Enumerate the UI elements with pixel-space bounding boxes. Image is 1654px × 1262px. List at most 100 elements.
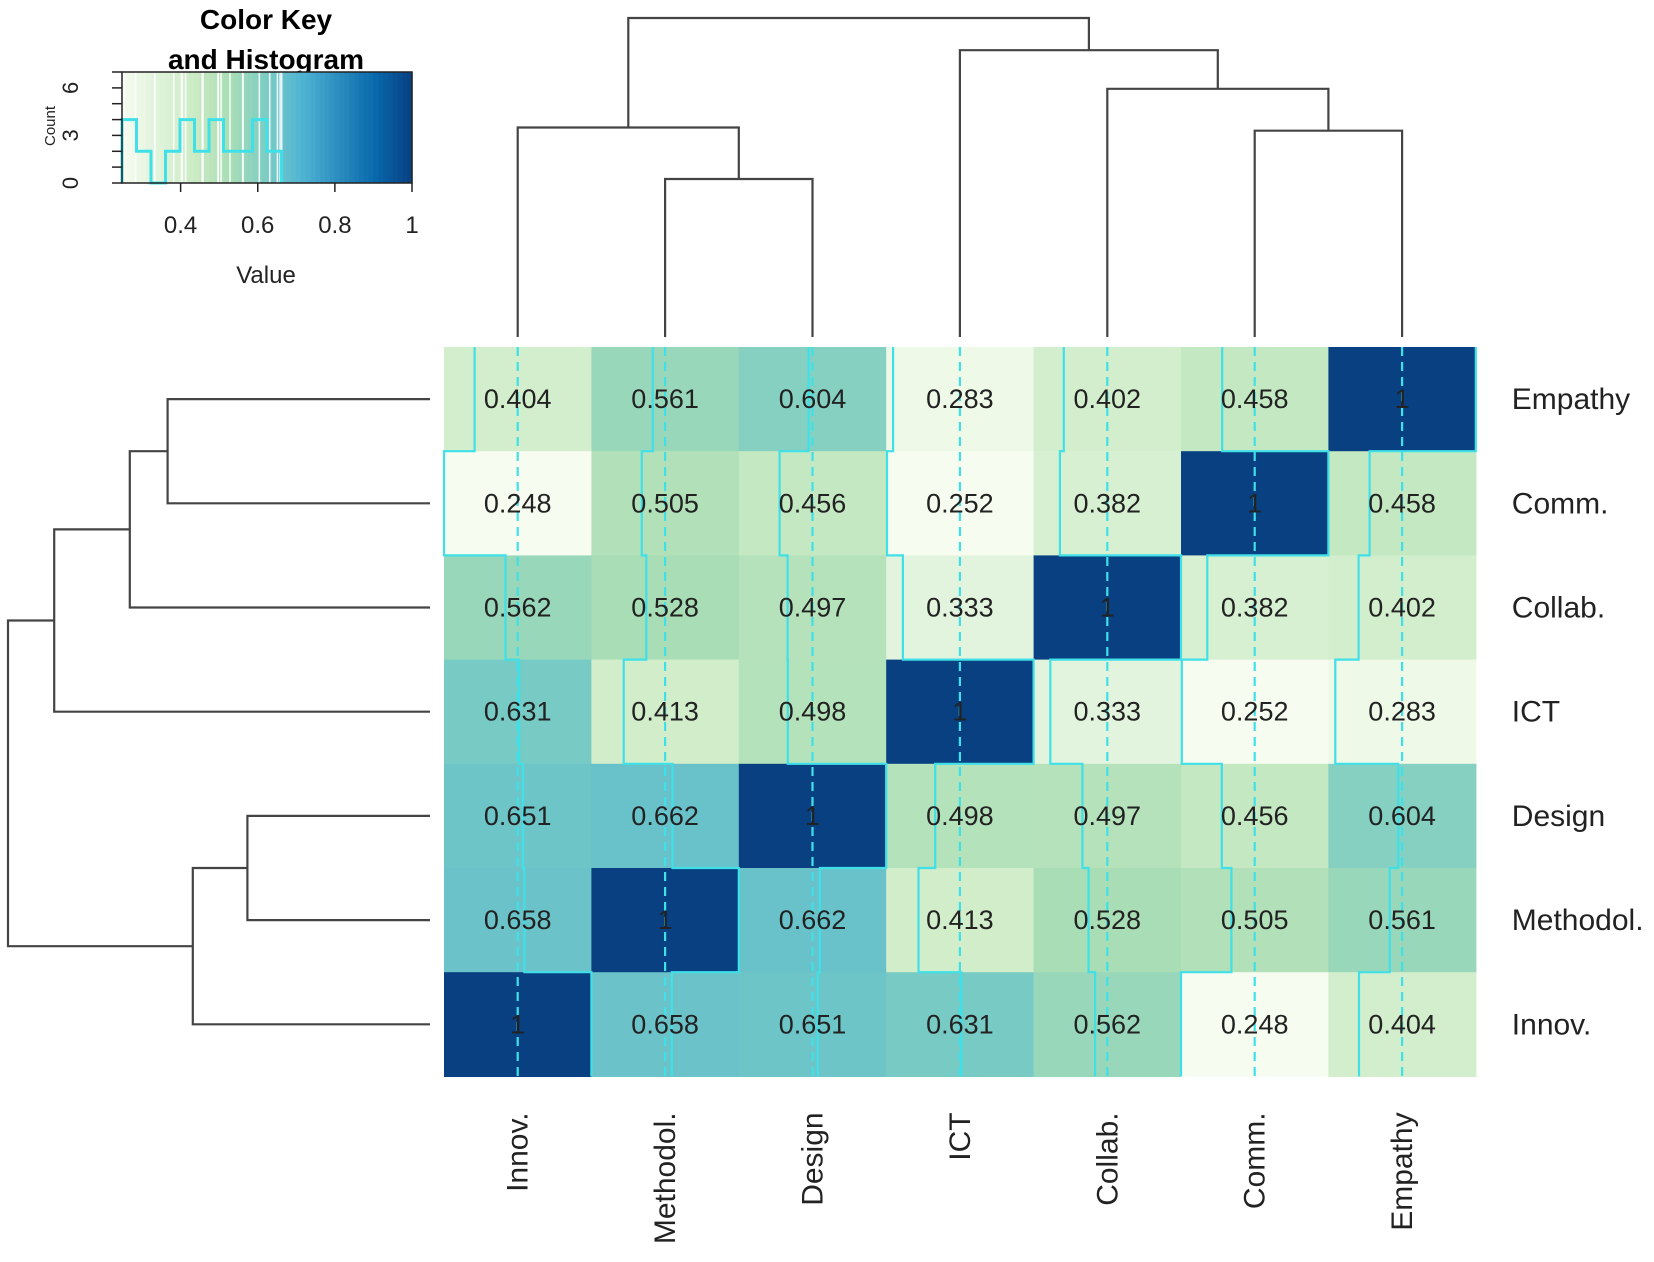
row-label-Comm.: Comm. bbox=[1512, 487, 1609, 520]
column-dendrogram-branch bbox=[958, 49, 1219, 337]
row-label-Design: Design bbox=[1512, 800, 1605, 833]
cell-label-Design-ICT: 0.498 bbox=[926, 801, 994, 831]
cell-label-Empathy-Design: 0.604 bbox=[779, 384, 847, 414]
cell-label-Innov.-Methodol.: 0.658 bbox=[631, 1009, 699, 1039]
trace-line-Collab. bbox=[1049, 347, 1183, 1077]
cell-label-Methodol.-Methodol.: 1 bbox=[658, 905, 673, 935]
color-key-swatch bbox=[131, 72, 138, 183]
color-key-subtitle: and Histogram bbox=[168, 44, 364, 75]
color-key-swatch bbox=[155, 72, 162, 183]
column-label-ICT: ICT bbox=[944, 1112, 977, 1160]
row-dendrogram-branch bbox=[6, 619, 193, 948]
color-key-y-tick-label: 6 bbox=[58, 82, 83, 94]
color-key-swatch bbox=[252, 72, 258, 183]
color-key-swatch bbox=[189, 72, 196, 183]
color-key-swatch bbox=[204, 72, 210, 183]
color-key-swatch bbox=[402, 72, 408, 183]
cell-label-Innov.-Comm.: 0.248 bbox=[1221, 1009, 1289, 1039]
color-key-swatch bbox=[354, 72, 360, 183]
trace-line-Design bbox=[778, 347, 888, 1077]
cell-label-Comm.-Methodol.: 0.505 bbox=[631, 488, 699, 518]
cell-label-Methodol.-Innov.: 0.658 bbox=[484, 905, 552, 935]
color-key-swatch bbox=[378, 72, 384, 183]
column-dendrogram-branch bbox=[1253, 129, 1404, 337]
cell-label-Collab.-Methodol.: 0.528 bbox=[631, 593, 699, 623]
color-key-swatch bbox=[209, 72, 215, 183]
row-label-Collab.: Collab. bbox=[1512, 592, 1605, 625]
cell-label-Methodol.-Comm.: 0.505 bbox=[1221, 905, 1289, 935]
cell-value-labels: 0.404 0.561 0.604 0.283 0.402 0.458 1 0.248 0.50… bbox=[484, 384, 1436, 1039]
color-key-swatch bbox=[358, 72, 365, 183]
color-key-swatch bbox=[286, 72, 292, 183]
column-label-Design: Design bbox=[797, 1112, 830, 1205]
color-key-swatch bbox=[262, 72, 268, 183]
color-key-swatch bbox=[194, 72, 200, 183]
cell-label-ICT-Methodol.: 0.413 bbox=[631, 697, 699, 727]
cell-label-Design-Empathy: 0.604 bbox=[1368, 801, 1436, 831]
color-key-title: Color Key bbox=[200, 4, 333, 35]
cell-label-Comm.-Comm.: 1 bbox=[1247, 488, 1262, 518]
color-key-swatch bbox=[213, 72, 220, 183]
cell-label-Design-Comm.: 0.456 bbox=[1221, 801, 1289, 831]
cell-label-Methodol.-Design: 0.662 bbox=[779, 905, 847, 935]
cell-label-Collab.-Comm.: 0.382 bbox=[1221, 593, 1289, 623]
row-label-Empathy: Empathy bbox=[1512, 383, 1630, 416]
trace-line-ICT bbox=[885, 347, 1035, 1077]
color-key-swatch bbox=[175, 72, 181, 183]
cell-label-Innov.-ICT: 0.631 bbox=[926, 1009, 994, 1039]
row-dendrogram-branch bbox=[166, 398, 430, 505]
row-dendrogram-branch bbox=[128, 450, 430, 609]
color-key-swatch bbox=[296, 72, 302, 183]
column-dendrogram bbox=[516, 16, 1404, 337]
trace-line-Innov. bbox=[442, 347, 593, 1077]
color-key-swatch bbox=[223, 72, 229, 183]
cell-label-Methodol.-Collab.: 0.528 bbox=[1074, 905, 1142, 935]
trace-line-Methodol. bbox=[622, 347, 740, 1077]
cell-label-Innov.-Design: 0.651 bbox=[779, 1009, 847, 1039]
color-key-group: Color Key and Histogram Value Count 0.4 0… bbox=[42, 4, 419, 289]
color-key-x-tick-label: 0.4 bbox=[164, 212, 197, 239]
column-label-Comm.: Comm. bbox=[1239, 1112, 1272, 1209]
color-key-swatch bbox=[325, 72, 331, 183]
row-label-Methodol.: Methodol. bbox=[1512, 904, 1644, 937]
cell-label-Collab.-Collab.: 1 bbox=[1100, 593, 1115, 623]
row-labels: Empathy Comm. Collab. ICT Design Methodol. Inn… bbox=[1512, 383, 1644, 1041]
cell-label-ICT-Design: 0.498 bbox=[779, 697, 847, 727]
trace-lines bbox=[442, 347, 1477, 1077]
color-key-y-label: Count bbox=[42, 105, 59, 146]
cell-label-ICT-ICT: 1 bbox=[952, 697, 967, 727]
color-key-swatch bbox=[141, 72, 147, 183]
column-dendrogram-branch bbox=[1106, 87, 1330, 337]
color-key-swatch bbox=[184, 72, 191, 183]
row-dendrogram-branch bbox=[53, 528, 430, 713]
color-key-swatch bbox=[320, 72, 326, 183]
color-key-x-tick-label: 1 bbox=[405, 212, 418, 239]
row-dendrogram bbox=[6, 398, 430, 1026]
cell-label-Empathy-Methodol.: 0.561 bbox=[631, 384, 699, 414]
cell-label-ICT-Empathy: 0.283 bbox=[1368, 697, 1436, 727]
cell-label-Collab.-Empathy: 0.402 bbox=[1368, 593, 1436, 623]
color-key-swatch bbox=[315, 72, 321, 183]
color-key-x-tick-label: 0.6 bbox=[241, 212, 274, 239]
color-key-swatch bbox=[344, 72, 350, 183]
color-key-swatch bbox=[392, 72, 399, 183]
color-key-swatch bbox=[151, 72, 157, 183]
cell-label-ICT-Innov.: 0.631 bbox=[484, 697, 552, 727]
color-key-swatch bbox=[305, 72, 312, 183]
row-dendrogram-branch bbox=[191, 866, 430, 1026]
cell-label-Empathy-Empathy: 1 bbox=[1395, 384, 1410, 414]
color-key-swatch bbox=[368, 72, 374, 183]
color-key-x-tick-label: 0.8 bbox=[318, 212, 351, 239]
color-key-swatch bbox=[165, 72, 171, 183]
cell-label-Comm.-Empathy: 0.458 bbox=[1368, 488, 1436, 518]
color-key-swatch bbox=[407, 72, 413, 183]
color-key-swatch bbox=[329, 72, 336, 183]
cell-label-Comm.-ICT: 0.252 bbox=[926, 488, 994, 518]
trace-line-Comm. bbox=[1179, 347, 1330, 1077]
color-key-swatch bbox=[160, 72, 167, 183]
row-label-Innov.: Innov. bbox=[1512, 1008, 1592, 1041]
color-key-swatch bbox=[291, 72, 297, 183]
cell-label-Comm.-Design: 0.456 bbox=[779, 488, 847, 518]
cell-label-ICT-Collab.: 0.333 bbox=[1074, 697, 1142, 727]
